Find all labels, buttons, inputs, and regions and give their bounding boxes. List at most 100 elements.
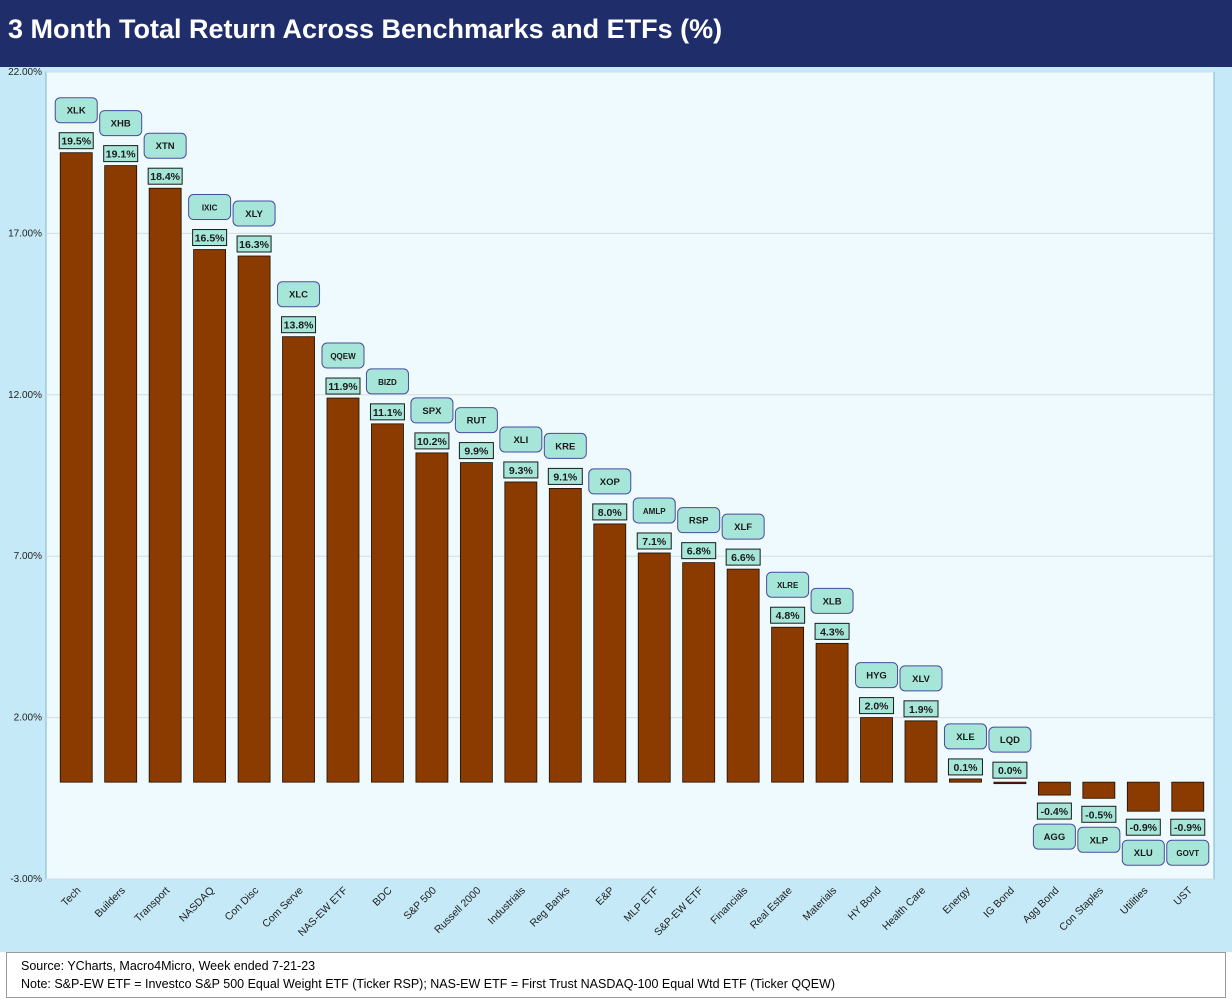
category-label: Reg Banks — [528, 885, 573, 930]
bar — [459, 462, 493, 783]
value-label: -0.4% — [1041, 806, 1069, 818]
value-label: 16.5% — [195, 233, 225, 245]
value-label-box — [547, 467, 583, 485]
ticker-label: AGG — [1044, 832, 1066, 843]
bar — [815, 642, 849, 783]
y-tick-label: -3.00% — [10, 874, 42, 885]
ticker-label-box — [721, 513, 765, 540]
ticker-label: SPX — [422, 406, 442, 417]
ticker-label-box — [454, 407, 498, 434]
value-label-box — [236, 235, 272, 253]
bar — [504, 481, 538, 783]
value-label: 9.9% — [464, 446, 489, 458]
ticker-label-box — [588, 468, 632, 495]
value-label: 18.4% — [150, 171, 180, 183]
category-label: Agg Bond — [1020, 885, 1061, 926]
bar — [682, 562, 716, 783]
chart-area: -3.00% 2.00% 7.00% 12.00% 17.00% 22.00% 19.5% X… — [0, 67, 1232, 952]
category-label: E&P — [594, 885, 617, 908]
ticker-label-box — [855, 662, 899, 689]
ticker-label-box — [99, 110, 143, 137]
y-tick-label: 7.00% — [14, 551, 42, 562]
ticker-label-box — [232, 200, 276, 227]
ticker-label-box — [943, 723, 987, 750]
value-label-box — [458, 442, 494, 460]
ticker-label: KRE — [555, 441, 575, 452]
ticker-label-box — [766, 571, 810, 598]
ticker-label-box — [277, 281, 321, 308]
value-label-box — [58, 132, 94, 150]
ticker-label-box — [54, 97, 98, 124]
bar — [326, 397, 360, 783]
value-label: 10.2% — [417, 436, 447, 448]
value-label: 7.1% — [642, 536, 667, 548]
value-label-box — [1125, 818, 1161, 836]
ticker-label: XLE — [956, 732, 974, 743]
value-label-box — [814, 622, 850, 640]
ticker-label: XOP — [600, 477, 621, 488]
bar — [59, 152, 93, 783]
ticker-label-box — [632, 497, 676, 524]
ticker-label-box — [810, 587, 854, 614]
category-label: Financials — [708, 885, 750, 927]
bar — [1126, 781, 1160, 812]
bar — [1037, 781, 1071, 796]
category-label: BDC — [370, 884, 394, 908]
ticker-label: XLRE — [777, 581, 799, 590]
value-label-box — [414, 432, 450, 450]
value-label: 6.8% — [687, 546, 712, 558]
value-label-box — [859, 697, 895, 715]
value-label-box — [725, 548, 761, 566]
value-label-box — [369, 403, 405, 421]
category-label: Russell 2000 — [432, 885, 484, 937]
ticker-label-box — [543, 432, 587, 459]
ticker-label: XLI — [513, 435, 528, 446]
category-label: HY Bond — [846, 885, 884, 923]
category-label: Materials — [801, 885, 840, 924]
y-tick-label: 22.00% — [8, 67, 42, 78]
ticker-label-box — [143, 132, 187, 159]
category-label: NASDAQ — [177, 885, 217, 925]
category-label: S&P 500 — [401, 885, 439, 923]
bar — [637, 552, 671, 783]
value-label-box — [281, 316, 317, 334]
ticker-label-box — [1032, 823, 1076, 850]
bar — [282, 336, 315, 783]
bar-chart: -3.00% 2.00% 7.00% 12.00% 17.00% 22.00% 19.5% X… — [8, 67, 1215, 939]
ticker-label: XHB — [111, 119, 131, 130]
ticker-label: IXIC — [202, 204, 218, 213]
value-label-box — [103, 145, 139, 163]
category-label: MLP ETF — [622, 885, 662, 925]
ticker-label-box — [1121, 839, 1165, 866]
value-label-box — [770, 606, 806, 624]
ticker-label: QQEW — [330, 352, 356, 361]
ticker-label: GOVT — [1176, 849, 1199, 858]
y-tick-label: 2.00% — [14, 713, 42, 724]
bar — [949, 778, 982, 783]
category-label: Com Serve — [260, 885, 306, 931]
value-label: 0.0% — [998, 765, 1023, 777]
value-label-box — [903, 700, 939, 718]
value-label-box — [147, 167, 183, 185]
value-label: 4.8% — [776, 610, 801, 622]
value-label: 9.3% — [509, 465, 534, 477]
value-label: -0.9% — [1174, 822, 1202, 834]
ticker-label: AMLP — [643, 507, 666, 516]
category-label: Health Care — [880, 885, 928, 933]
chart-title: 3 Month Total Return Across Benchmarks a… — [8, 14, 723, 44]
value-label-box — [1036, 802, 1072, 820]
footer: Source: YCharts, Macro4Micro, Week ended… — [6, 952, 1226, 998]
value-label-box — [681, 542, 717, 560]
ticker-label: XLK — [67, 106, 86, 117]
value-label-box — [1081, 805, 1117, 823]
ticker-label-box — [321, 342, 365, 369]
ticker-label: XLP — [1090, 835, 1109, 846]
bar — [593, 523, 627, 783]
bar — [548, 488, 582, 783]
ticker-label-box — [1166, 839, 1210, 866]
value-label: 19.5% — [61, 136, 91, 148]
value-label-box — [947, 758, 983, 776]
ticker-label-box — [188, 194, 232, 221]
ticker-note: Note: S&P-EW ETF = Investco S&P 500 Equa… — [21, 977, 836, 991]
value-label: 0.1% — [953, 762, 978, 774]
